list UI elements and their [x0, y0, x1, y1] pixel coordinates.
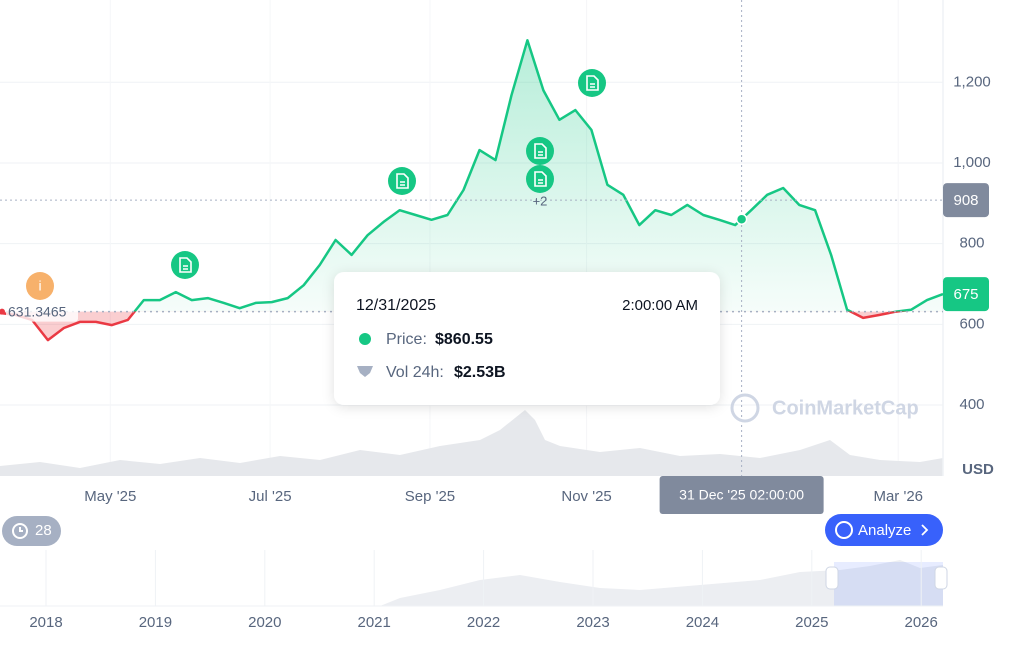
x-tick-label: Jul '25 — [249, 488, 292, 505]
price-area — [0, 40, 943, 341]
analyze-button[interactable] — [825, 514, 943, 546]
navigator-year: 2023 — [576, 614, 609, 631]
history-button[interactable] — [2, 516, 61, 546]
current-price-box — [943, 277, 989, 312]
navigator-year: 2020 — [248, 614, 281, 631]
tooltip-price: $860.55 — [435, 331, 493, 348]
tooltip-volume-label: Vol 24h: — [386, 364, 444, 381]
info-icon: i — [38, 278, 41, 294]
tooltip-volume: $2.53B — [454, 364, 506, 381]
tooltip-time: 2:00:00 AM — [622, 297, 698, 314]
baseline-dot — [0, 308, 5, 315]
navigator-year: 2018 — [29, 614, 62, 631]
x-tick-label: Nov '25 — [561, 488, 611, 505]
history-count: 28 — [35, 522, 52, 539]
crosshair-point — [735, 213, 748, 225]
y-tick-label: 1,200 — [953, 73, 991, 90]
y-unit: USD — [962, 461, 994, 478]
navigator-year: 2025 — [795, 614, 828, 631]
navigator-year: 2024 — [686, 614, 719, 631]
baseline-label: 631.3465 — [8, 303, 67, 319]
navigator-window[interactable] — [834, 562, 943, 606]
navigator-year: 2026 — [905, 614, 938, 631]
news-markers[interactable] — [171, 69, 606, 279]
y-tick-label: 400 — [959, 396, 984, 413]
navigator-area — [380, 560, 943, 606]
price-line — [0, 39, 944, 342]
volume-area — [0, 410, 943, 476]
navigator-handle[interactable] — [934, 566, 948, 590]
x-tick-label: Sep '25 — [405, 488, 455, 505]
watermark-logo — [730, 393, 760, 423]
tooltip: 12/31/2025 2:00:00 AM Price: $860.55 Vol… — [334, 272, 720, 405]
tooltip-price-label: Price: — [386, 331, 427, 348]
news-more[interactable]: +2 — [533, 193, 548, 208]
navigator: 2018 2019 2020 2021 2022 2023 2024 2025 2026 — [0, 550, 948, 631]
navigator-handle[interactable] — [825, 566, 839, 590]
info-marker[interactable] — [26, 272, 54, 300]
navigator-year: 2022 — [467, 614, 500, 631]
news-icons — [179, 75, 599, 273]
crosshair-x-label: 31 Dec '25 02:00:00 — [679, 487, 804, 503]
y-tick-label: 1,000 — [953, 154, 991, 171]
crosshair-y-box — [943, 183, 989, 218]
current-price-label: 675 — [953, 286, 978, 303]
baseline-label-bg — [6, 301, 78, 322]
tooltip-date: 12/31/2025 — [356, 297, 436, 314]
navigator-year: 2021 — [358, 614, 391, 631]
navigator-year: 2019 — [139, 614, 172, 631]
crosshair-x-box — [659, 476, 824, 514]
crosshair-y-label: 908 — [953, 192, 978, 209]
analyze-label: Analyze — [858, 522, 911, 539]
x-tick-label: Mar '26 — [873, 488, 923, 505]
y-tick-label: 600 — [959, 315, 984, 332]
x-tick-label: May '25 — [84, 488, 136, 505]
watermark: CoinMarketCap — [772, 397, 919, 419]
y-tick-label: 800 — [959, 235, 984, 252]
